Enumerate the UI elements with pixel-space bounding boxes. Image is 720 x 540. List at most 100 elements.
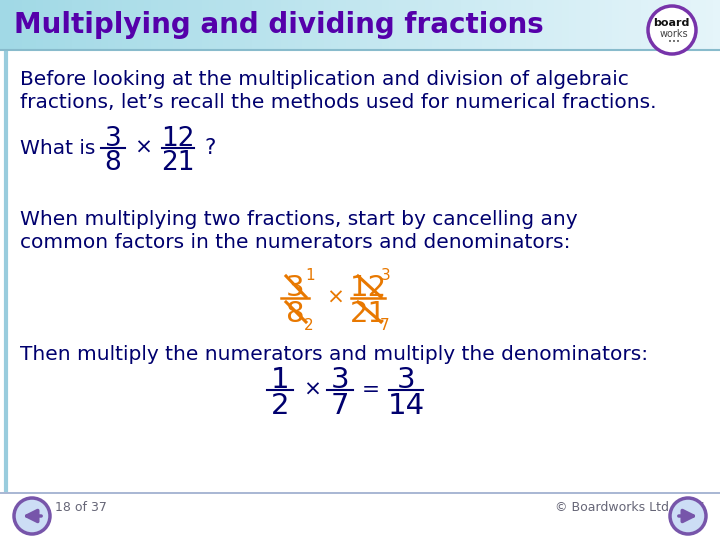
Bar <box>490 0 498 50</box>
Text: 2: 2 <box>271 392 289 420</box>
Bar <box>454 0 462 50</box>
Bar <box>576 0 584 50</box>
Bar <box>209 0 217 50</box>
Text: 12: 12 <box>161 126 194 152</box>
Bar <box>7 0 15 50</box>
Bar <box>626 0 634 50</box>
Text: ×: × <box>326 288 344 308</box>
Text: 2: 2 <box>304 318 314 333</box>
Bar <box>29 0 37 50</box>
Circle shape <box>14 498 50 534</box>
Text: 7: 7 <box>380 318 390 333</box>
Bar <box>461 0 469 50</box>
Bar <box>677 0 685 50</box>
Bar <box>389 0 397 50</box>
Bar <box>187 0 195 50</box>
Bar <box>72 0 80 50</box>
Text: ?: ? <box>204 138 215 158</box>
Bar <box>317 0 325 50</box>
Bar <box>166 0 174 50</box>
Bar <box>403 0 411 50</box>
Text: =: = <box>362 380 380 400</box>
Text: 8: 8 <box>104 150 122 176</box>
Text: 1: 1 <box>271 366 289 394</box>
Text: 3: 3 <box>330 366 349 394</box>
Bar <box>439 0 447 50</box>
Text: •••: ••• <box>668 39 680 45</box>
Bar <box>662 0 670 50</box>
Bar <box>86 0 94 50</box>
Bar <box>194 0 202 50</box>
Bar <box>569 0 577 50</box>
Bar <box>295 0 303 50</box>
Bar <box>137 0 145 50</box>
Bar <box>324 0 332 50</box>
Bar <box>706 0 714 50</box>
Bar <box>338 0 346 50</box>
Bar <box>281 0 289 50</box>
Bar <box>43 0 51 50</box>
Text: common factors in the numerators and denominators:: common factors in the numerators and den… <box>20 233 570 252</box>
Bar <box>58 0 66 50</box>
Bar <box>266 0 274 50</box>
Text: 3: 3 <box>104 126 122 152</box>
Bar <box>144 0 152 50</box>
Text: fractions, let’s recall the methods used for numerical fractions.: fractions, let’s recall the methods used… <box>20 93 657 112</box>
Bar <box>562 0 570 50</box>
Bar <box>598 0 606 50</box>
Bar <box>331 0 339 50</box>
Bar <box>619 0 627 50</box>
Bar <box>288 0 296 50</box>
Bar <box>302 0 310 50</box>
Text: 7: 7 <box>330 392 349 420</box>
Bar <box>547 0 555 50</box>
Bar <box>526 0 534 50</box>
Bar <box>101 0 109 50</box>
Bar <box>684 0 692 50</box>
Text: 21: 21 <box>349 300 387 328</box>
Bar <box>418 0 426 50</box>
Bar <box>382 0 390 50</box>
Bar <box>180 0 188 50</box>
Text: board: board <box>653 18 689 28</box>
Text: © Boardworks Ltd 2006: © Boardworks Ltd 2006 <box>555 501 705 514</box>
Text: Multiplying and dividing fractions: Multiplying and dividing fractions <box>14 11 544 39</box>
Text: ×: × <box>303 380 321 400</box>
Bar <box>252 0 260 50</box>
Bar <box>432 0 440 50</box>
Bar <box>670 0 678 50</box>
Bar <box>482 0 490 50</box>
Bar <box>353 0 361 50</box>
Bar <box>612 0 620 50</box>
Bar <box>310 0 318 50</box>
Bar <box>259 0 267 50</box>
Bar <box>583 0 591 50</box>
Bar <box>0 0 8 50</box>
Bar <box>475 0 483 50</box>
Text: 1: 1 <box>305 268 315 283</box>
Circle shape <box>670 498 706 534</box>
Text: 18 of 37: 18 of 37 <box>55 501 107 514</box>
Bar <box>36 0 44 50</box>
Bar <box>605 0 613 50</box>
Circle shape <box>648 6 696 54</box>
Bar <box>634 0 642 50</box>
Bar <box>691 0 699 50</box>
Text: Then multiply the numerators and multiply the denominators:: Then multiply the numerators and multipl… <box>20 345 648 364</box>
Bar <box>151 0 159 50</box>
Bar <box>367 0 375 50</box>
Bar <box>173 0 181 50</box>
Bar <box>94 0 102 50</box>
Text: Before looking at the multiplication and division of algebraic: Before looking at the multiplication and… <box>20 70 629 89</box>
Text: 8: 8 <box>286 300 305 328</box>
Bar <box>238 0 246 50</box>
Text: ×: × <box>134 138 152 158</box>
Text: 14: 14 <box>387 392 425 420</box>
Bar <box>504 0 512 50</box>
Bar <box>122 0 130 50</box>
Bar <box>274 0 282 50</box>
Bar <box>230 0 238 50</box>
Bar <box>410 0 418 50</box>
Bar <box>468 0 476 50</box>
Text: works: works <box>660 29 688 39</box>
